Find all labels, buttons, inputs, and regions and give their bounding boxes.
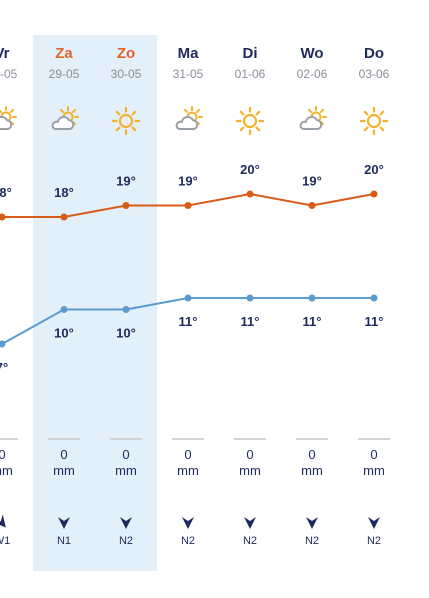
wind-arrow-icon: [179, 514, 197, 532]
max-temp-label: 18°: [0, 185, 12, 200]
rain-unit: mm: [53, 463, 75, 478]
min-temp-point: [184, 294, 192, 302]
sun-icon: [111, 106, 141, 136]
wind-label: N1: [56, 535, 72, 547]
rain-bar: [0, 438, 18, 440]
min-temp-point: [122, 306, 130, 313]
min-temp-label: 10°: [54, 326, 74, 341]
partly-cloudy-icon: [49, 106, 79, 136]
wind-label: N2: [304, 535, 320, 547]
rain-bar: [296, 438, 328, 440]
day-date: 03-06: [358, 67, 390, 81]
forecast-column[interactable]: Di 01-06 0 mm N2: [219, 0, 281, 598]
rain-unit: mm: [239, 463, 261, 478]
wind-arrow-icon: [55, 514, 73, 532]
rain-amount: 0: [60, 447, 68, 462]
rain-amount: 0: [308, 447, 316, 462]
rain-unit: mm: [115, 463, 137, 478]
day-name: Ma: [177, 45, 199, 62]
day-date: 28-05: [0, 67, 18, 81]
partly-cloudy-icon: [173, 106, 203, 136]
day-name: Vr: [0, 45, 10, 62]
rain-unit: mm: [301, 463, 323, 478]
min-temp-point: [370, 294, 378, 302]
day-date: 31-05: [172, 67, 204, 81]
wind-label: N2: [180, 535, 196, 547]
rain-bar: [234, 438, 266, 440]
min-temp-point: [60, 306, 68, 313]
max-temp-point: [308, 202, 316, 209]
max-temp-label: 18°: [54, 185, 74, 200]
min-temp-point: [0, 340, 6, 348]
rain-amount: 0: [122, 447, 130, 462]
sun-icon: [235, 106, 265, 136]
wind-label: W1: [0, 535, 11, 547]
rain-bar: [358, 438, 390, 440]
wind-arrow-icon: [0, 514, 11, 532]
max-temp-label: 19°: [178, 174, 198, 189]
max-temp-label: 19°: [116, 174, 136, 189]
forecast-column[interactable]: Ma 31-05 0 mm N2: [157, 0, 219, 598]
wind-arrow-icon: [303, 514, 321, 532]
max-temp-label: 20°: [240, 162, 260, 177]
day-date: 01-06: [234, 67, 266, 81]
forecast-column[interactable]: Wo 02-06 0 mm N2: [281, 0, 343, 598]
min-temp-label: 10°: [116, 326, 136, 341]
min-temp-label: 7°: [0, 360, 8, 375]
rain-unit: mm: [363, 463, 385, 478]
rain-bar: [172, 438, 204, 440]
rain-unit: mm: [0, 463, 13, 478]
rain-bar: [48, 438, 80, 440]
max-temp-point: [60, 213, 68, 221]
day-name: Zo: [116, 45, 136, 62]
rain-bar: [110, 438, 142, 440]
rain-amount: 0: [184, 447, 192, 462]
rain-amount: 0: [0, 447, 6, 462]
min-temp-label: 11°: [241, 314, 260, 329]
min-temp-label: 11°: [179, 314, 198, 329]
partly-cloudy-icon: [0, 106, 17, 136]
max-temp-point: [246, 190, 254, 198]
forecast-column[interactable]: Zo 30-05 0 mm N2: [95, 0, 157, 598]
min-temp-point: [308, 294, 316, 302]
forecast-column[interactable]: Do 03-06 0 mm N2: [343, 0, 405, 598]
wind-arrow-icon: [241, 514, 259, 532]
rain-amount: 0: [370, 447, 378, 462]
rain-amount: 0: [246, 447, 254, 462]
wind-label: N2: [118, 535, 134, 547]
max-temp-point: [370, 190, 378, 198]
max-temp-label: 19°: [302, 174, 322, 189]
min-temp-point: [246, 294, 254, 302]
partly-cloudy-icon: [297, 106, 327, 136]
wind-label: N2: [242, 535, 258, 547]
day-name: Za: [55, 45, 73, 62]
sun-icon: [359, 106, 389, 136]
max-temp-label: 20°: [364, 162, 384, 177]
max-temp-point: [0, 213, 6, 221]
wind-arrow-icon: [365, 514, 383, 532]
max-temp-point: [122, 202, 130, 209]
day-date: 29-05: [48, 67, 80, 81]
min-temp-label: 11°: [303, 314, 322, 329]
day-name: Di: [242, 45, 258, 62]
min-temp-label: 11°: [365, 314, 384, 329]
max-temp-point: [184, 202, 192, 209]
wind-arrow-icon: [117, 514, 135, 532]
day-date: 02-06: [296, 67, 328, 81]
forecast-column[interactable]: Za 29-05 0 mm N1: [33, 0, 95, 598]
day-name: Wo: [300, 45, 324, 62]
rain-unit: mm: [177, 463, 199, 478]
day-date: 30-05: [110, 67, 142, 81]
day-name: Do: [364, 45, 384, 62]
forecast-column[interactable]: Vr 28-05 0mm W1: [0, 0, 33, 598]
wind-label: N2: [366, 535, 382, 547]
